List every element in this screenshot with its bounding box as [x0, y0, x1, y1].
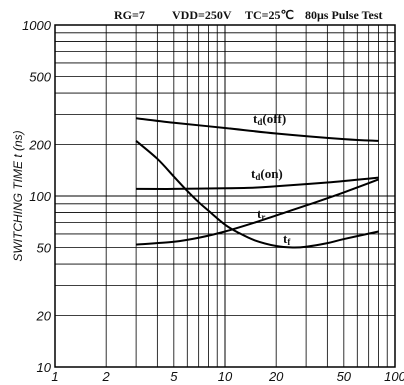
condition-vdd: VDD=250V: [172, 8, 232, 22]
x-tick-label: 20: [268, 369, 284, 384]
y-tick-label: 100: [29, 189, 51, 204]
curve-label-tdon: td(on): [251, 166, 283, 182]
plot-frame: [54, 24, 396, 368]
y-tick-label: 500: [29, 69, 51, 84]
y-tick-label: 200: [28, 138, 51, 153]
x-tick-labels: 1 2 5 10 20 50 100: [51, 369, 404, 384]
y-tick-labels: 10 20 50 100 200 500 1000: [22, 18, 52, 375]
curve-label-tdoff: td(off): [253, 111, 286, 127]
y-tick-label: 50: [37, 240, 52, 255]
curve-label-tf: tf: [283, 231, 291, 247]
curve-td-off: [135, 117, 379, 142]
x-tick-label: 10: [218, 369, 233, 384]
condition-tc: TC=25℃: [245, 8, 294, 22]
y-axis-label: SWITCHING TIME t (ns): [11, 130, 25, 261]
x-tick-label: 1: [51, 369, 58, 384]
x-tick-label: 100: [384, 369, 404, 384]
x-tick-label: 5: [170, 369, 178, 384]
curve-td-on: [136, 176, 379, 190]
curve-labels: td(off) td(on) tr tf: [251, 111, 291, 247]
y-tick-label: 10: [37, 360, 52, 375]
x-tick-label: 50: [337, 369, 352, 384]
curve-tr: [136, 178, 379, 246]
condition-pulse: 80μs Pulse Test: [305, 8, 382, 22]
y-tick-label: 20: [36, 309, 52, 324]
curve-label-tr: tr: [257, 206, 265, 222]
test-conditions: RG=7 VDD=250V TC=25℃ 80μs Pulse Test: [114, 8, 382, 22]
x-tick-label: 2: [102, 369, 111, 384]
chart-grid: [55, 25, 395, 367]
chart-curves: [135, 117, 379, 249]
y-tick-label: 1000: [22, 18, 52, 33]
curve-tf: [135, 140, 379, 249]
condition-rg: RG=7: [114, 8, 145, 22]
